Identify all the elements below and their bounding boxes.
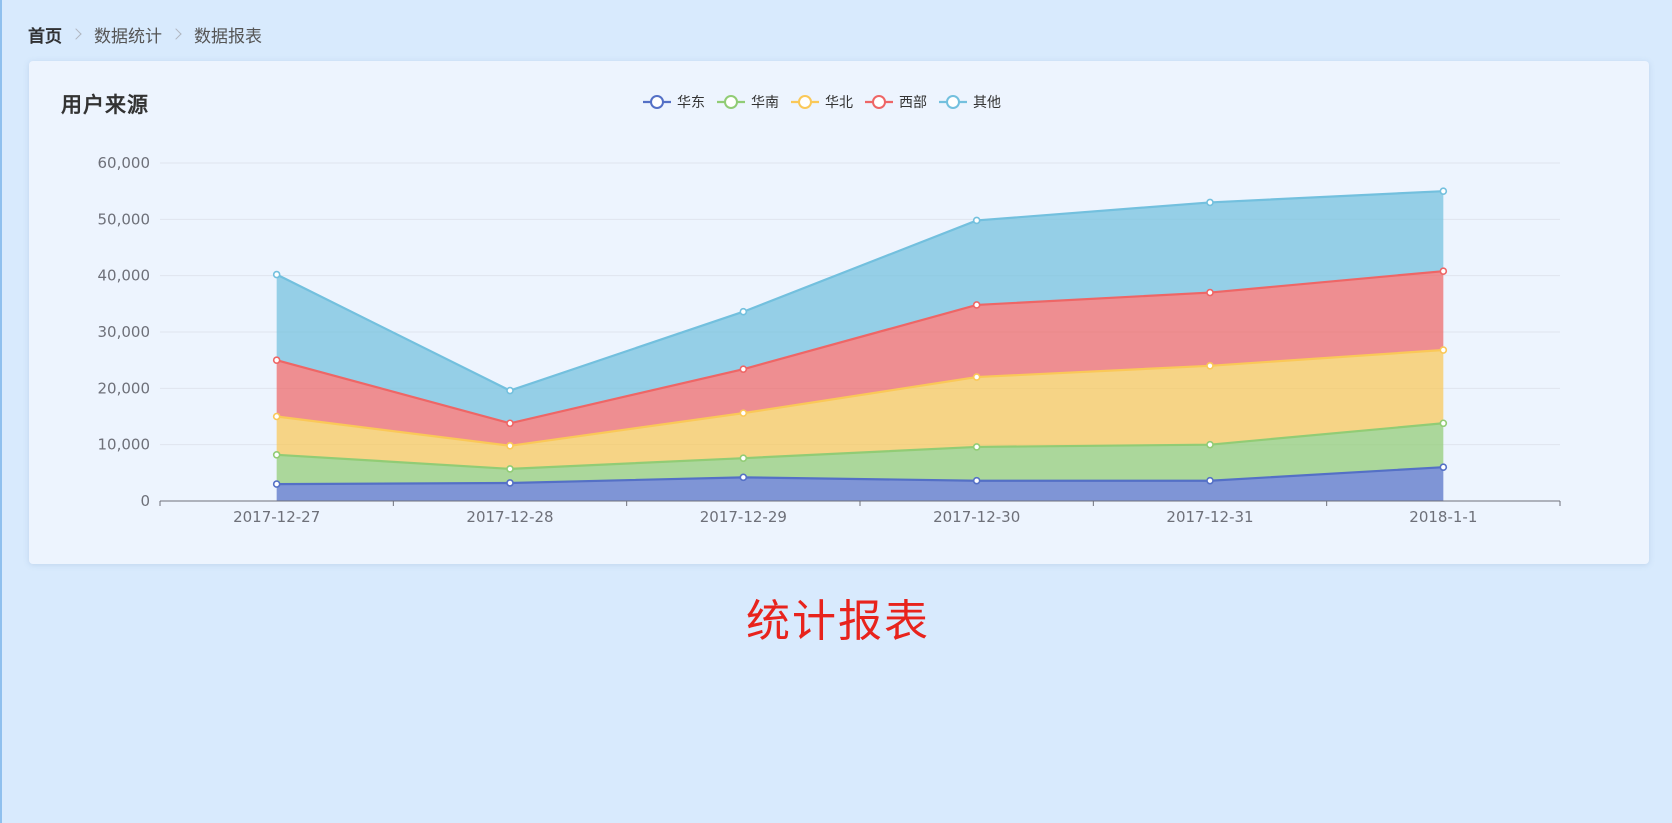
data-point [740,455,746,461]
data-point [1440,420,1446,426]
data-point [974,444,980,450]
x-tick-label: 2017-12-28 [466,508,553,526]
data-point [1440,268,1446,274]
y-tick-label: 30,000 [98,323,151,341]
y-tick-label: 20,000 [98,379,151,397]
data-point [274,452,280,458]
data-point [974,478,980,484]
data-point [740,366,746,372]
data-point [274,357,280,363]
breadcrumb: 首页 数据统计 数据报表 [28,20,262,48]
data-point [974,217,980,223]
x-tick-label: 2017-12-27 [233,508,320,526]
chevron-right-icon [70,28,81,39]
breadcrumb-data-stats[interactable]: 数据统计 [94,22,162,47]
data-point [1440,188,1446,194]
breadcrumb-data-report: 数据报表 [194,22,262,47]
data-point [274,414,280,420]
data-point [507,466,513,472]
breadcrumb-home[interactable]: 首页 [28,22,62,47]
y-tick-label: 50,000 [98,210,151,228]
data-point [740,410,746,416]
data-point [274,481,280,487]
y-tick-label: 40,000 [98,267,151,285]
data-point [740,474,746,480]
data-point [1207,363,1213,369]
y-tick-label: 10,000 [98,436,151,454]
data-point [507,480,513,486]
y-tick-label: 0 [140,492,150,510]
x-tick-label: 2017-12-31 [1166,508,1253,526]
chevron-right-icon [170,28,181,39]
y-tick-label: 60,000 [98,154,151,172]
data-point [274,272,280,278]
data-point [507,388,513,394]
x-tick-label: 2018-1-1 [1409,508,1477,526]
data-point [1440,464,1446,470]
data-point [1207,199,1213,205]
data-point [740,309,746,315]
data-point [974,374,980,380]
user-source-chart: 0 10,000 20,000 30,000 40,000 50,000 60,000 201… [29,61,1649,564]
data-point [1207,442,1213,448]
chart-card: 用户来源 华东 华南 华北 西部 其他 0 10,000 20,000 30,000 40,00… [29,61,1649,564]
x-tick-label: 2017-12-29 [700,508,787,526]
data-point [507,443,513,449]
report-caption: 统计报表 [2,585,1672,649]
data-point [1207,478,1213,484]
data-point [1207,290,1213,296]
data-point [974,302,980,308]
data-point [1440,347,1446,353]
x-tick-label: 2017-12-30 [933,508,1020,526]
data-point [507,420,513,426]
